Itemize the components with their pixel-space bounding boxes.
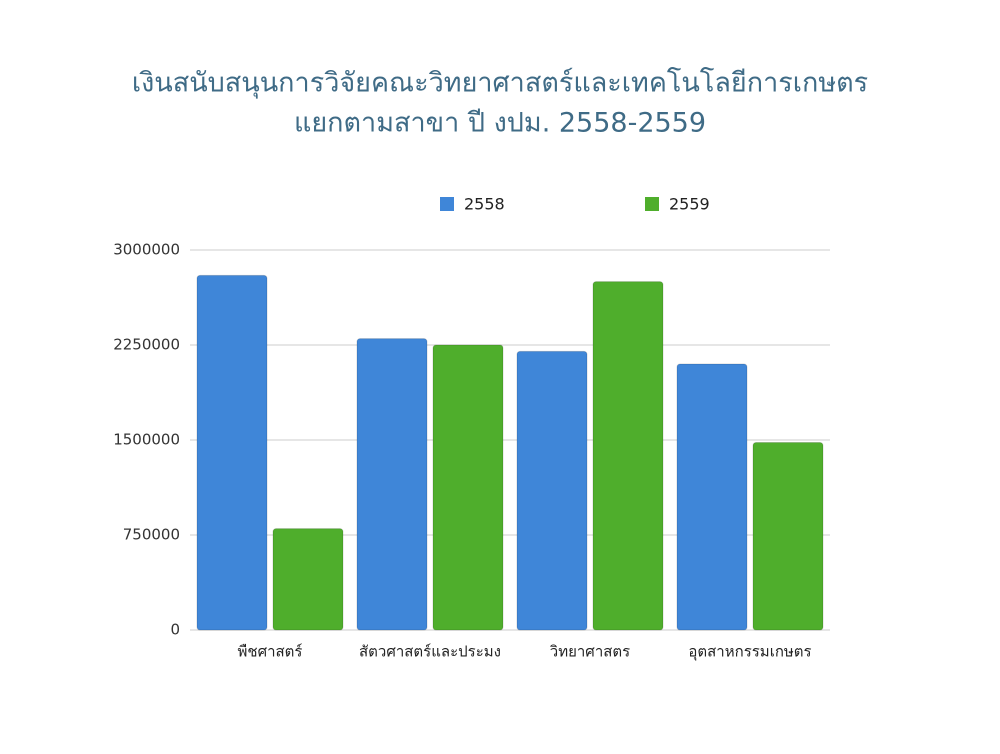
x-tick-label: สัตวศาสตร์และประมง <box>359 643 501 661</box>
bar <box>432 344 504 631</box>
chart-title: เงินสนับสนุนการวิจัยคณะวิทยาศาสตร์และเทค… <box>132 67 868 100</box>
x-tick-label: อุตสาหกรรมเกษตร <box>688 643 811 662</box>
bar <box>272 528 344 631</box>
y-tick-label: 3000000 <box>113 241 180 259</box>
bar <box>516 350 588 631</box>
y-tick-label: 0 <box>170 621 180 639</box>
bar <box>592 281 664 631</box>
legend-label: 2559 <box>669 195 710 214</box>
legend-swatch <box>440 197 454 211</box>
y-tick-label: 750000 <box>123 526 180 544</box>
bar <box>196 274 268 631</box>
chart-subtitle: แยกตามสาขา ปี งปม. 2558-2559 <box>294 108 706 139</box>
x-tick-label: วิทยาศาสตร <box>549 643 630 661</box>
legend-label: 2558 <box>464 195 505 214</box>
y-tick-label: 1500000 <box>113 431 180 449</box>
bar <box>356 338 428 631</box>
bar <box>752 442 824 631</box>
legend-swatch <box>645 197 659 211</box>
y-tick-label: 2250000 <box>113 336 180 354</box>
x-tick-label: พืชศาสตร์ <box>238 643 303 661</box>
bar <box>676 363 748 631</box>
